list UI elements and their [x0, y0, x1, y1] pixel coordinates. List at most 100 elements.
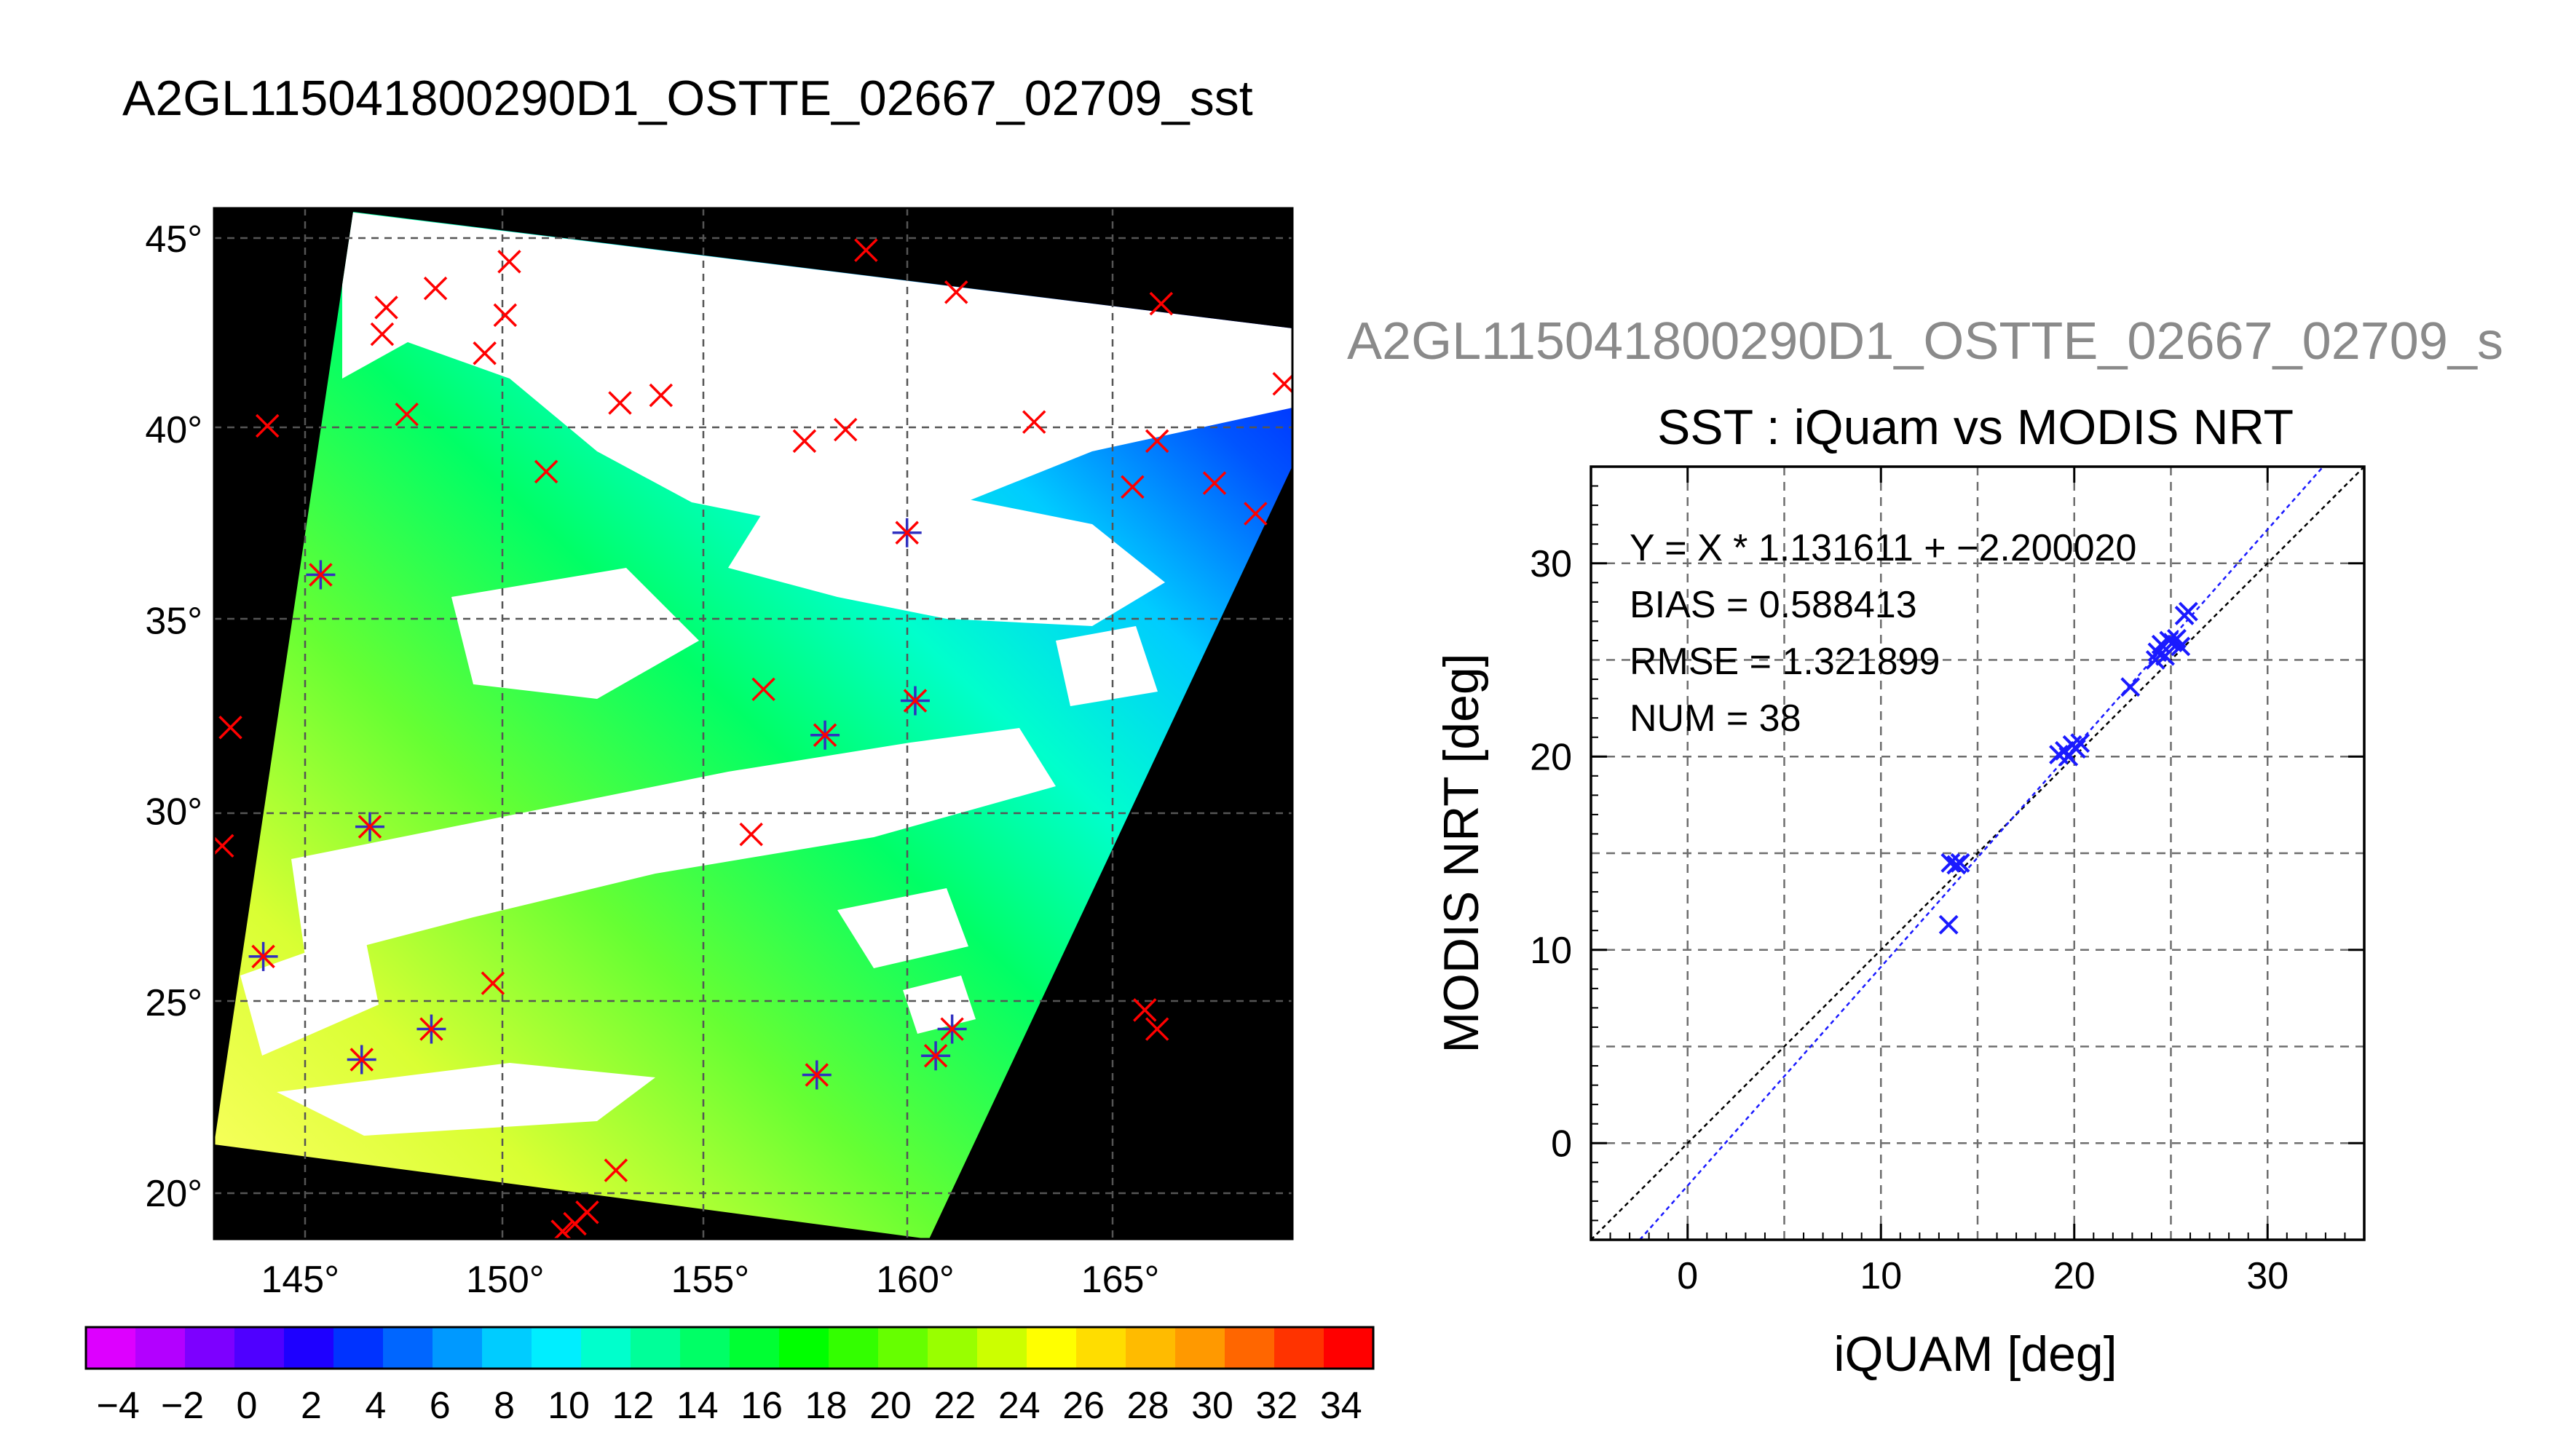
colorbar-cell	[284, 1327, 334, 1369]
cloud-mask	[240, 212, 1292, 1136]
map-x-tick-label: 155°	[671, 1259, 750, 1301]
map-y-tick-label: 35°	[145, 600, 202, 642]
colorbar-cell	[532, 1327, 582, 1369]
map-marker-red-x	[395, 402, 419, 427]
colorbar-cell	[433, 1327, 483, 1369]
map-marker-red-x	[473, 341, 497, 365]
map-marker-red-x	[374, 296, 398, 320]
scatter-point	[2120, 677, 2141, 697]
map-marker-matched	[248, 941, 278, 971]
map-marker-red-x	[370, 322, 395, 347]
figure-subtitle: A2GL115041800290D1_OSTTE_02667_02709_s	[1347, 312, 2503, 371]
colorbar-tick-label: 12	[612, 1385, 654, 1427]
map-marker-matched	[900, 686, 930, 716]
map-y-tick-label: 30°	[145, 791, 202, 834]
annotation-num: NUM = 38	[1630, 697, 1801, 740]
map-marker-red-x	[1133, 998, 1157, 1022]
map-marker-red-x	[604, 1158, 628, 1182]
fit-line	[1639, 466, 2324, 1241]
map-marker-red-x	[481, 971, 505, 995]
colorbar-tick-label: 8	[494, 1385, 515, 1427]
map-panel: 145° 150° 155° 160° 165° 20° 25° 30° 35° 40° 45°	[145, 207, 1294, 1301]
scatter-y-tick-label: 20	[1530, 736, 1572, 778]
map-marker-red-x	[1244, 502, 1268, 526]
scatter-point	[1950, 852, 1970, 873]
map-marker-matched	[892, 518, 922, 547]
map-marker-matched	[937, 1014, 967, 1044]
map-marker-matched	[921, 1041, 951, 1071]
colorbar-tick-label: 20	[869, 1385, 912, 1427]
colorbar-cell	[482, 1327, 532, 1369]
y-axis-label: MODIS NRT [deg]	[1434, 653, 1489, 1053]
map-x-tick-label: 145°	[261, 1259, 339, 1301]
scatter-point	[2178, 601, 2198, 622]
map-marker-matched	[347, 1045, 376, 1075]
colorbar-tick-label: 26	[1062, 1385, 1105, 1427]
map-marker-matched	[355, 812, 384, 842]
colorbar-tick-label: 4	[365, 1385, 386, 1427]
colorbar-cell	[829, 1327, 879, 1369]
map-marker-red-x	[563, 1211, 587, 1236]
map-marker-matched	[810, 720, 840, 750]
annotation-equation: Y = X * 1.131611 + −2.200020	[1630, 527, 2136, 569]
map-x-tick-label: 150°	[466, 1259, 545, 1301]
scatter-y-tick-label: 30	[1530, 543, 1572, 585]
scatter-point	[2155, 646, 2175, 666]
colorbar-cell	[928, 1327, 978, 1369]
map-marker-red-x	[423, 276, 448, 301]
colorbar-tick-label: 14	[676, 1385, 719, 1427]
map-marker-red-x	[833, 417, 858, 442]
scatter-ticks: 0 10 20 30 0 10 20 30	[1530, 467, 2364, 1297]
map-y-tick-label: 25°	[145, 982, 202, 1024]
colorbar-cell	[779, 1327, 829, 1369]
map-marker-red-x	[739, 822, 763, 847]
colorbar-tick-label: −4	[97, 1385, 140, 1427]
annotation-rmse: RMSE = 1.321899	[1630, 641, 1940, 683]
map-marker-red-x	[218, 716, 242, 740]
scatter-lines	[1590, 466, 2365, 1241]
map-marker-red-x	[649, 383, 674, 408]
map-marker-red-x	[493, 303, 518, 328]
figure-title: A2GL115041800290D1_OSTTE_02667_02709_sst	[122, 71, 1253, 126]
colorbar-tick-label: 0	[237, 1385, 258, 1427]
map-frame	[213, 207, 1294, 1241]
x-axis-label: iQUAM [deg]	[1833, 1326, 2117, 1382]
colorbar-cell	[1126, 1327, 1176, 1369]
identity-line	[1590, 466, 2365, 1241]
map-marker-matched	[416, 1014, 446, 1044]
map-marker-red-x	[608, 391, 632, 415]
map-marker-matched	[802, 1060, 832, 1090]
colorbar-cell	[730, 1327, 780, 1369]
colorbar-cell	[86, 1327, 136, 1369]
colorbar-tick-label: 28	[1127, 1385, 1169, 1427]
colorbar: −4 −2 0 2 4 6 8 10 12 14 16 18 20 22 24 26 28 30 32 34	[84, 1326, 1375, 1427]
colorbar-cell	[878, 1327, 928, 1369]
colorbar-cell	[1027, 1327, 1077, 1369]
map-marker-red-x	[1145, 1017, 1169, 1041]
scatter-points	[1938, 601, 2198, 935]
map-tick-labels: 145° 150° 155° 160° 165° 20° 25° 30° 35° 40° 45°	[145, 218, 1159, 1301]
colorbar-tick-label: 10	[548, 1385, 590, 1427]
map-marker-red-x	[534, 459, 558, 484]
colorbar-cell	[631, 1327, 681, 1369]
map-marker-red-x	[1202, 471, 1227, 495]
map-marker-red-x	[497, 250, 521, 274]
colorbar-cell	[1274, 1327, 1324, 1369]
colorbar-tick-label: 22	[933, 1385, 976, 1427]
colorbar-cell	[1225, 1327, 1275, 1369]
colorbar-cell	[1076, 1327, 1126, 1369]
colorbar-cell	[333, 1327, 384, 1369]
map-x-tick-label: 165°	[1081, 1259, 1160, 1301]
scatter-title: SST : iQuam vs MODIS NRT	[1657, 400, 2294, 455]
map-marker-red-x	[1149, 291, 1174, 316]
colorbar-tick-label: 16	[741, 1385, 783, 1427]
scatter-x-tick-label: 20	[2053, 1255, 2096, 1297]
map-marker-red-x	[792, 429, 817, 454]
map-grid	[214, 208, 1292, 1239]
colorbar-cell	[234, 1327, 285, 1369]
scatter-x-tick-label: 10	[1860, 1255, 1902, 1297]
colorbar-tick-label: 32	[1255, 1385, 1298, 1427]
map-marker-red-x	[1121, 475, 1145, 499]
